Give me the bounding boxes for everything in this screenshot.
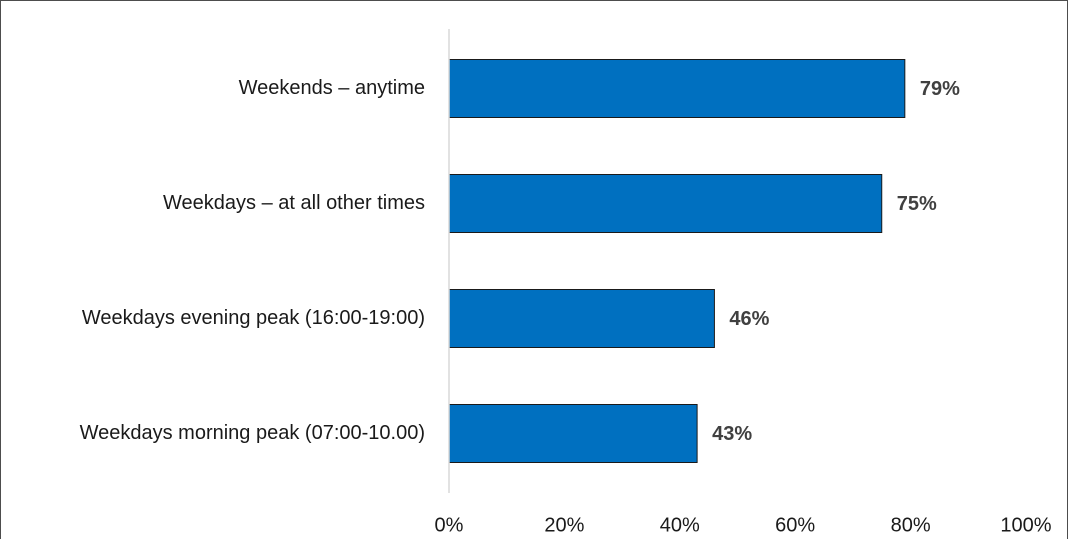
x-tick-label: 80% [891,514,931,536]
data-label: 75% [897,193,937,215]
x-tick-label: 0% [435,514,464,536]
bar [448,404,698,463]
category-label: Weekdays – at all other times [163,192,425,214]
category-label: Weekdays morning peak (07:00-10.00) [80,422,425,444]
data-label: 79% [920,78,960,100]
data-labels: 79% 75% 46% 43% [712,78,960,445]
x-tick-label: 60% [775,514,815,536]
x-tick-label: 40% [660,514,700,536]
bar [448,59,906,118]
data-label: 46% [729,308,769,330]
x-axis-tick-labels: 0% 20% 40% 60% 80% 100% [435,514,1052,536]
x-tick-label: 20% [544,514,584,536]
category-label: Weekdays evening peak (16:00-19:00) [82,307,425,329]
bar [448,174,883,233]
data-label: 43% [712,423,752,445]
bar [448,289,715,348]
category-label: Weekends – anytime [239,77,425,99]
bars-layer [448,59,906,463]
x-tick-label: 100% [1000,514,1051,536]
category-labels: Weekends – anytime Weekdays – at all othe… [80,77,425,444]
